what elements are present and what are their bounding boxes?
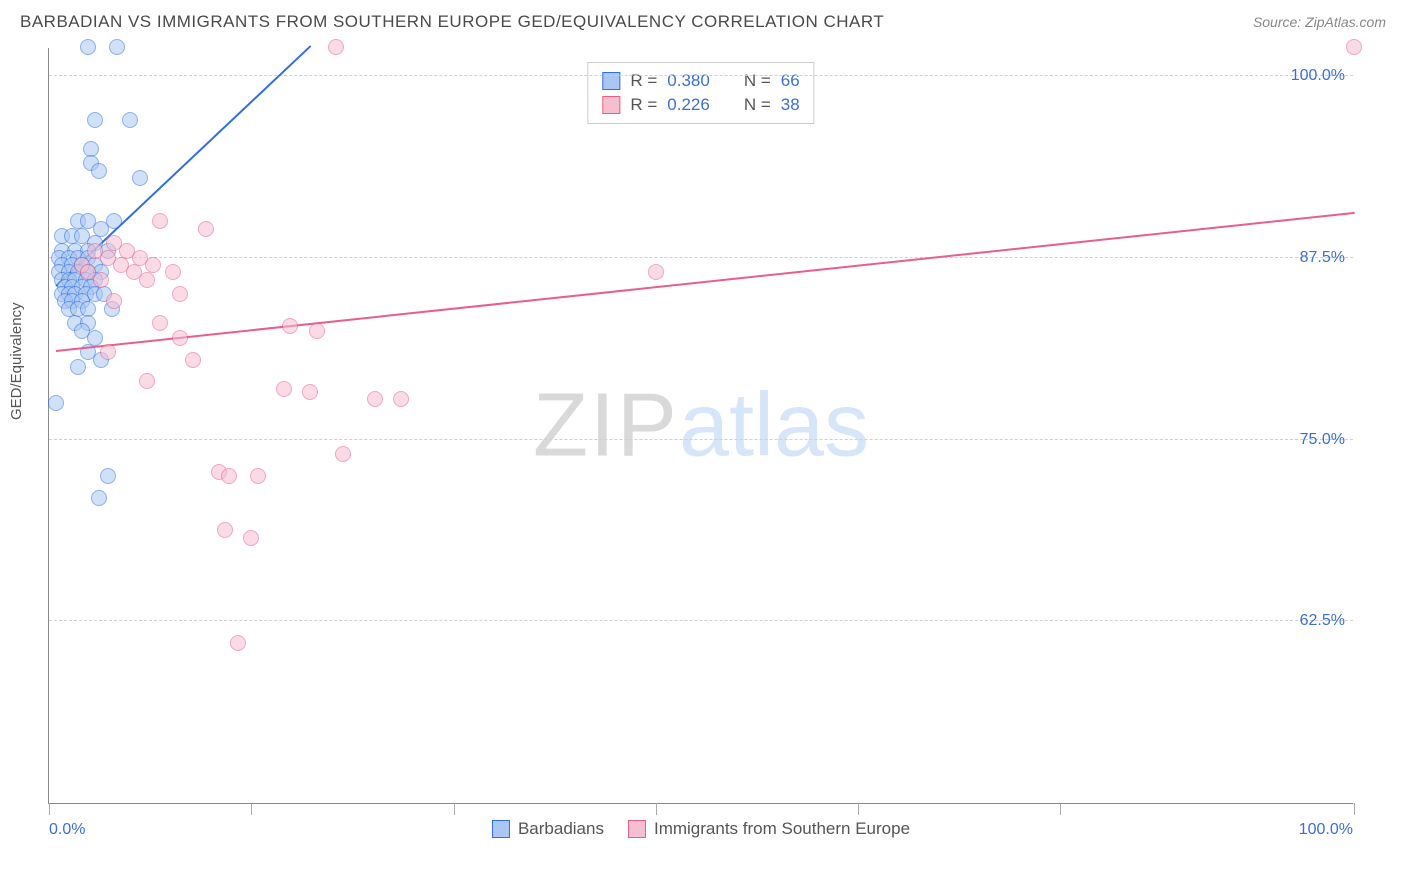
y-axis-label: GED/Equivalency bbox=[8, 302, 25, 420]
legend-series-item: Immigrants from Southern Europe bbox=[628, 819, 910, 839]
scatter-point bbox=[165, 264, 181, 280]
legend-r-value: 0.380 bbox=[667, 71, 710, 91]
scatter-point bbox=[217, 522, 233, 538]
scatter-point bbox=[335, 446, 351, 462]
legend-series-item: Barbadians bbox=[492, 819, 604, 839]
scatter-point bbox=[152, 213, 168, 229]
legend-n-value: 66 bbox=[781, 71, 800, 91]
legend-n-label: N = bbox=[744, 71, 771, 91]
legend-swatch bbox=[492, 820, 510, 838]
y-tick-label: 75.0% bbox=[1300, 431, 1345, 449]
legend-swatch bbox=[602, 96, 620, 114]
scatter-point bbox=[302, 384, 318, 400]
legend-n-label: N = bbox=[744, 95, 771, 115]
scatter-point bbox=[393, 391, 409, 407]
gridline bbox=[49, 439, 1353, 440]
scatter-point bbox=[172, 330, 188, 346]
scatter-point bbox=[243, 530, 259, 546]
legend-r-label: R = bbox=[630, 71, 657, 91]
scatter-point bbox=[87, 112, 103, 128]
x-axis-min-label: 0.0% bbox=[49, 821, 85, 839]
scatter-point bbox=[139, 272, 155, 288]
legend-series-name: Barbadians bbox=[518, 819, 604, 839]
scatter-point bbox=[122, 112, 138, 128]
y-tick-label: 62.5% bbox=[1300, 612, 1345, 630]
scatter-point bbox=[109, 39, 125, 55]
scatter-point bbox=[93, 272, 109, 288]
scatter-point bbox=[282, 318, 298, 334]
legend-series-name: Immigrants from Southern Europe bbox=[654, 819, 910, 839]
scatter-point bbox=[93, 221, 109, 237]
scatter-point bbox=[70, 359, 86, 375]
scatter-point bbox=[648, 264, 664, 280]
x-tick bbox=[656, 803, 657, 815]
y-tick-label: 100.0% bbox=[1291, 67, 1345, 85]
scatter-point bbox=[106, 293, 122, 309]
legend-stats: R = 0.380 N = 66 R = 0.226 N = 38 bbox=[587, 62, 814, 124]
gridline bbox=[49, 257, 1353, 258]
scatter-point bbox=[309, 323, 325, 339]
watermark: ZIPatlas bbox=[533, 374, 869, 477]
scatter-point bbox=[100, 344, 116, 360]
legend-stat-row: R = 0.226 N = 38 bbox=[602, 93, 799, 117]
chart-title: BARBADIAN VS IMMIGRANTS FROM SOUTHERN EU… bbox=[20, 12, 884, 32]
x-tick bbox=[858, 803, 859, 815]
trend-line bbox=[55, 212, 1354, 352]
gridline bbox=[49, 75, 1353, 76]
legend-swatch bbox=[628, 820, 646, 838]
scatter-point bbox=[1346, 39, 1362, 55]
scatter-point bbox=[172, 286, 188, 302]
x-tick bbox=[49, 803, 50, 815]
x-tick bbox=[251, 803, 252, 815]
legend-n-value: 38 bbox=[781, 95, 800, 115]
legend-r-label: R = bbox=[630, 95, 657, 115]
scatter-point bbox=[100, 468, 116, 484]
chart-header: BARBADIAN VS IMMIGRANTS FROM SOUTHERN EU… bbox=[20, 12, 1386, 32]
chart-source: Source: ZipAtlas.com bbox=[1253, 14, 1386, 30]
scatter-point bbox=[230, 635, 246, 651]
watermark-zip: ZIP bbox=[533, 375, 679, 475]
scatter-point bbox=[185, 352, 201, 368]
scatter-point bbox=[276, 381, 292, 397]
scatter-point bbox=[367, 391, 383, 407]
x-tick bbox=[1354, 803, 1355, 815]
scatter-point bbox=[132, 170, 148, 186]
gridline bbox=[49, 620, 1353, 621]
scatter-point bbox=[48, 395, 64, 411]
scatter-point bbox=[139, 373, 155, 389]
scatter-point bbox=[250, 468, 266, 484]
scatter-point bbox=[80, 39, 96, 55]
x-tick bbox=[1060, 803, 1061, 815]
scatter-point bbox=[91, 490, 107, 506]
scatter-point bbox=[152, 315, 168, 331]
x-axis-max-label: 100.0% bbox=[1299, 821, 1353, 839]
legend-stat-row: R = 0.380 N = 66 bbox=[602, 69, 799, 93]
scatter-point bbox=[145, 257, 161, 273]
scatter-point bbox=[198, 221, 214, 237]
legend-series: Barbadians Immigrants from Southern Europ… bbox=[492, 819, 910, 839]
y-tick-label: 87.5% bbox=[1300, 249, 1345, 267]
legend-r-value: 0.226 bbox=[667, 95, 710, 115]
watermark-atlas: atlas bbox=[679, 375, 869, 475]
scatter-point bbox=[221, 468, 237, 484]
x-tick bbox=[454, 803, 455, 815]
scatter-point bbox=[328, 39, 344, 55]
scatter-point bbox=[91, 163, 107, 179]
plot-area: ZIPatlas R = 0.380N = 66R = 0.226N = 38 … bbox=[48, 48, 1353, 804]
